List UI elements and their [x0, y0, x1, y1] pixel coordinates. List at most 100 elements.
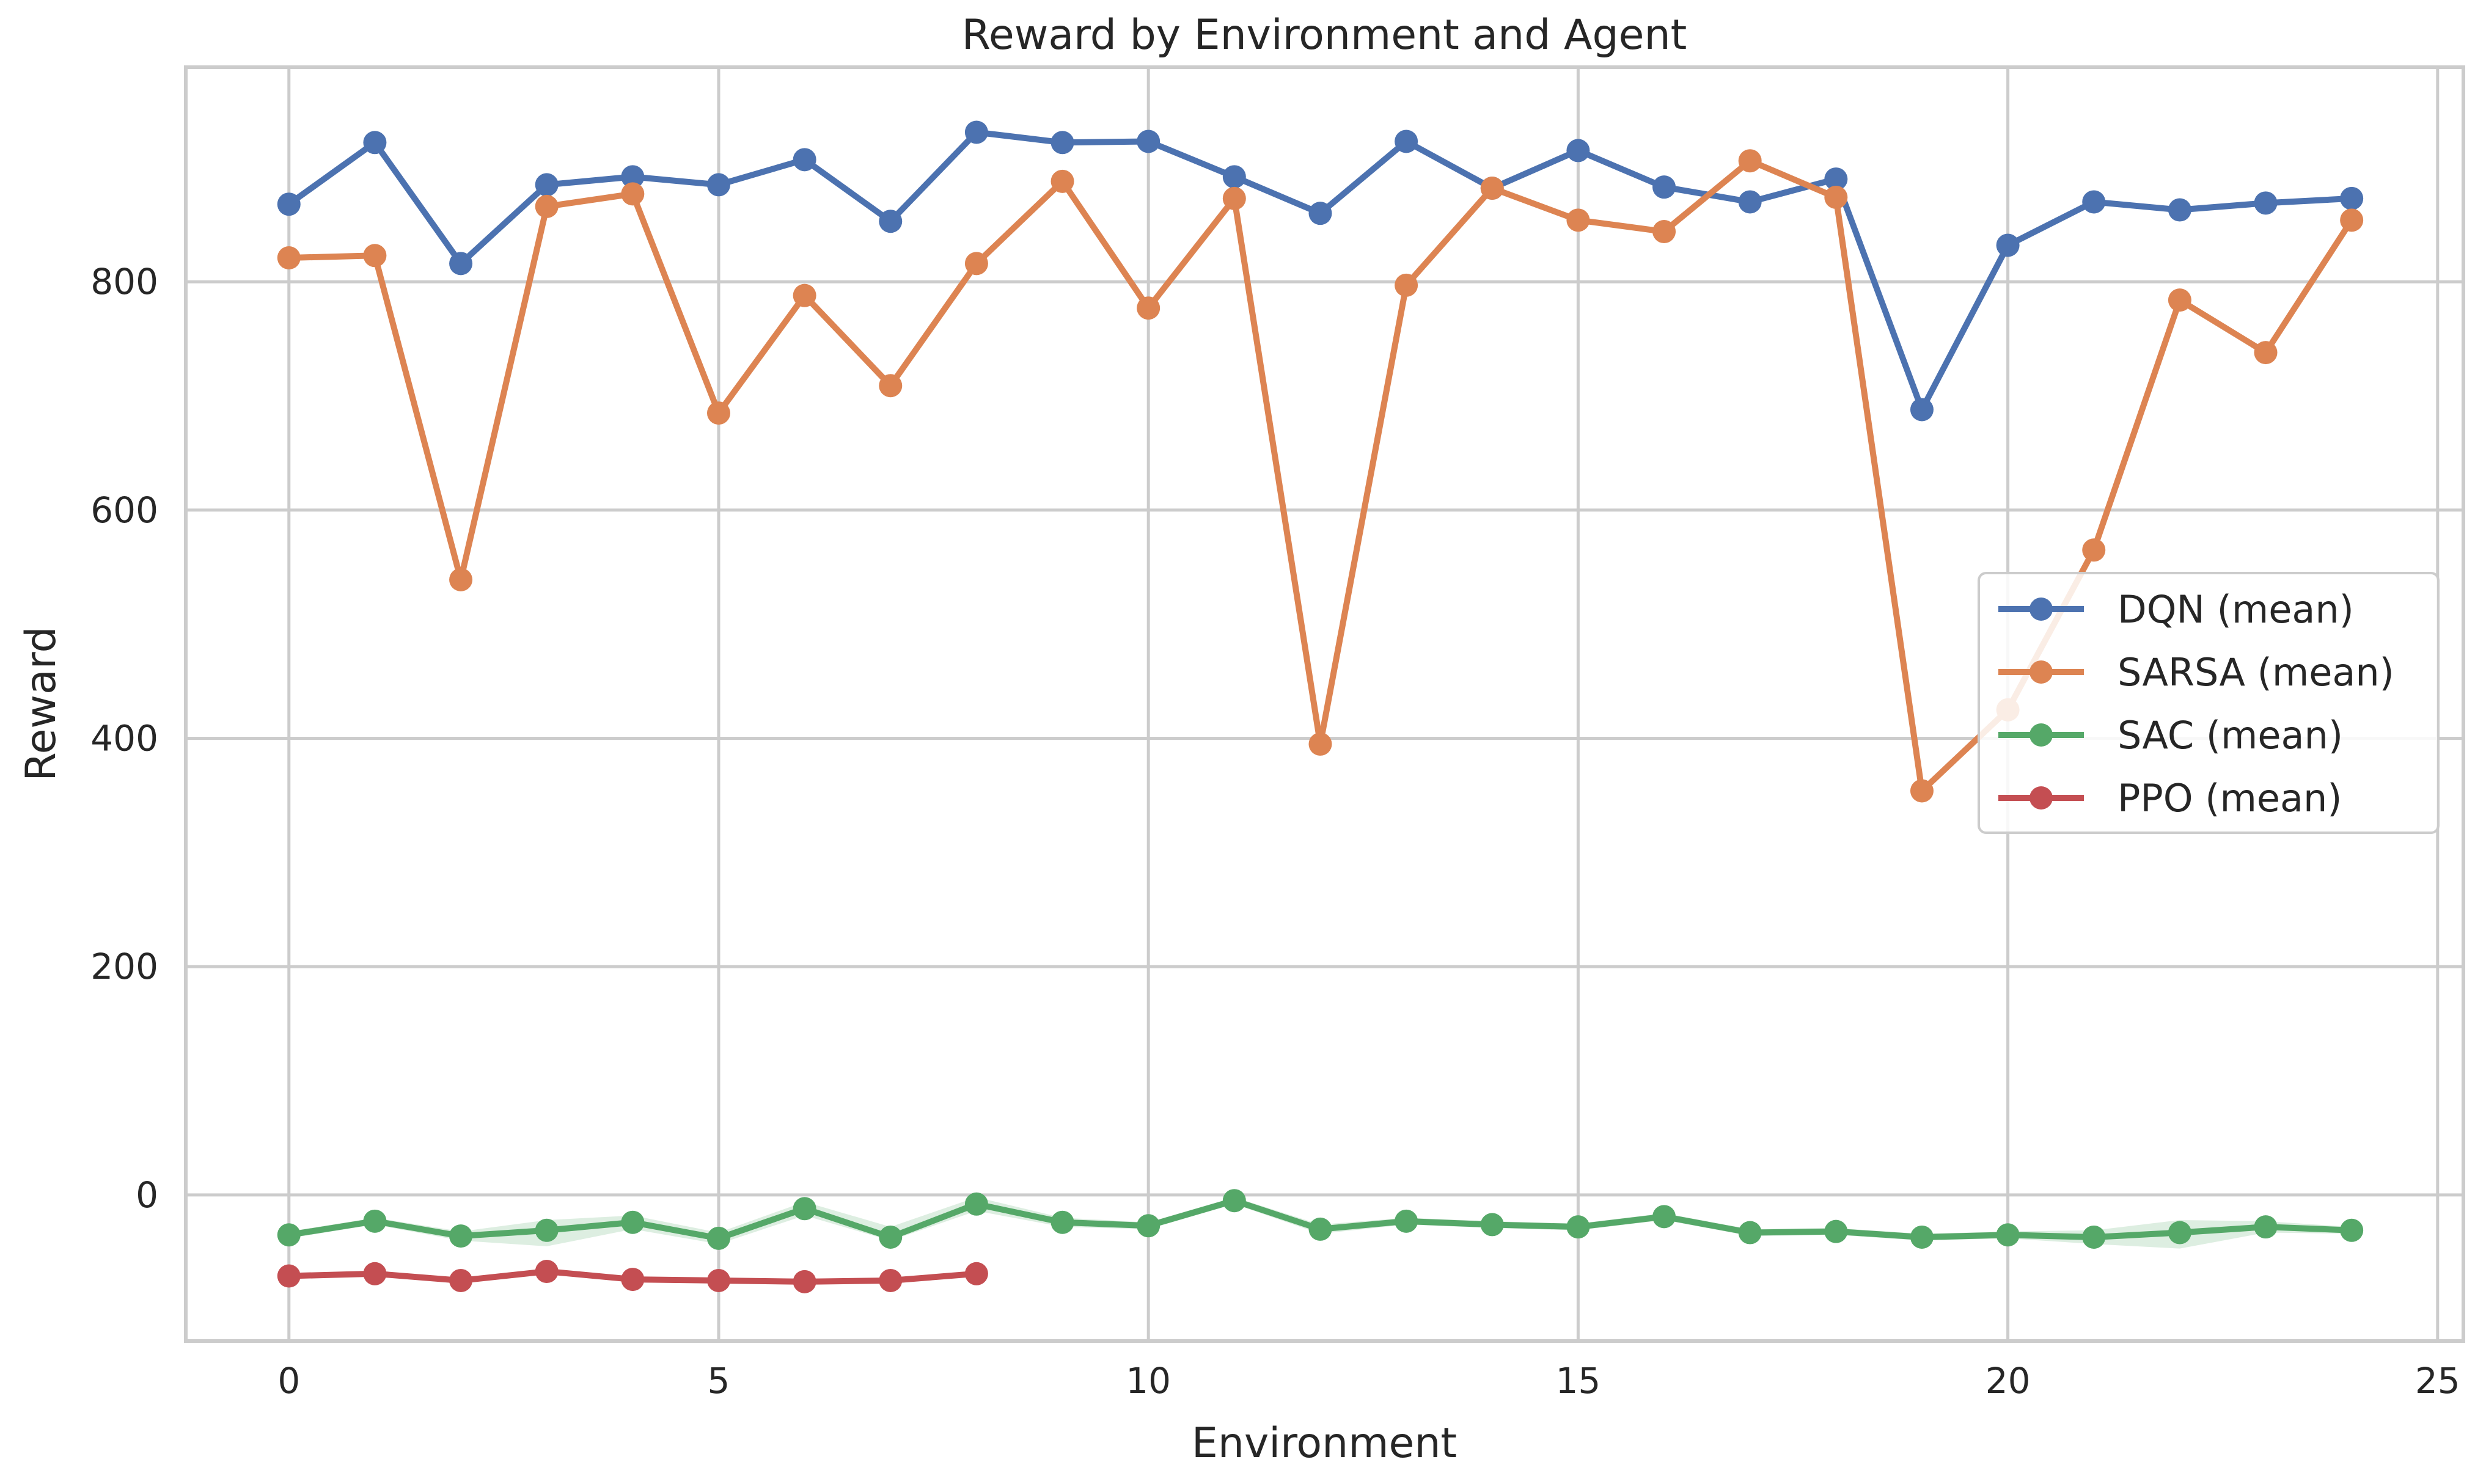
- data-point: [2254, 191, 2278, 215]
- y-tick-label: 800: [90, 261, 158, 302]
- data-point: [1137, 1214, 1160, 1238]
- x-tick-label: 0: [277, 1360, 300, 1402]
- data-point: [621, 165, 645, 189]
- legend-marker: [2030, 723, 2053, 747]
- data-point: [277, 192, 301, 216]
- legend-marker: [2030, 660, 2053, 684]
- data-point: [363, 1209, 387, 1233]
- y-tick-label: 600: [90, 489, 158, 531]
- y-tick-label: 200: [90, 946, 158, 987]
- y-tick-label: 400: [90, 718, 158, 759]
- data-point: [2168, 198, 2191, 222]
- data-point: [1222, 1189, 1246, 1213]
- data-point: [1050, 1210, 1074, 1234]
- data-point: [621, 1268, 645, 1292]
- data-point: [964, 1192, 988, 1216]
- tick-labels: 0 5 10 15 20 25 0 200 400 600 800: [90, 261, 2460, 1402]
- data-point: [535, 1260, 559, 1284]
- data-point: [793, 1270, 816, 1293]
- data-point: [706, 401, 730, 425]
- legend-item: SARSA (mean): [1998, 650, 2394, 695]
- data-point: [449, 568, 473, 591]
- data-point: [2254, 341, 2278, 365]
- data-point: [1652, 175, 1676, 199]
- data-point: [1824, 185, 1848, 209]
- x-tick-label: 5: [708, 1360, 730, 1402]
- legend-item: SAC (mean): [1998, 713, 2343, 758]
- data-point: [2082, 538, 2106, 562]
- data-point: [2082, 1225, 2106, 1249]
- data-point: [1996, 1223, 2020, 1247]
- y-axis-label: Reward: [17, 626, 65, 781]
- data-point: [363, 131, 387, 155]
- data-point: [706, 1268, 730, 1292]
- data-point: [793, 283, 816, 307]
- legend-item: DQN (mean): [1998, 587, 2354, 632]
- data-point: [2168, 1221, 2191, 1245]
- data-point: [535, 194, 559, 218]
- x-tick-label: 10: [1126, 1360, 1171, 1402]
- data-point: [1738, 190, 1762, 214]
- data-point: [449, 1268, 473, 1292]
- data-point: [793, 148, 816, 172]
- legend-label: SARSA (mean): [2118, 650, 2394, 695]
- data-point: [1308, 732, 1332, 756]
- data-point: [449, 252, 473, 276]
- data-point: [277, 246, 301, 270]
- data-point: [1566, 139, 1590, 163]
- x-tick-label: 15: [1555, 1360, 1601, 1402]
- data-point: [1738, 149, 1762, 173]
- x-tick-label: 25: [2415, 1360, 2460, 1402]
- series-2: [277, 1189, 2364, 1250]
- data-point: [1566, 208, 1590, 232]
- series-lines: [277, 120, 2364, 1293]
- data-point: [793, 1197, 816, 1221]
- data-point: [1910, 779, 1934, 803]
- data-point: [363, 244, 387, 268]
- data-point: [1996, 233, 2020, 257]
- data-point: [1824, 1219, 1848, 1243]
- legend-marker: [2030, 598, 2053, 621]
- data-point: [879, 1225, 903, 1249]
- data-point: [1050, 131, 1074, 155]
- data-point: [277, 1223, 301, 1247]
- data-point: [964, 120, 988, 144]
- legend-label: DQN (mean): [2118, 587, 2354, 632]
- data-point: [1480, 1213, 1504, 1237]
- data-point: [1222, 186, 1246, 210]
- data-point: [1137, 296, 1160, 320]
- data-point: [2340, 1218, 2364, 1242]
- data-point: [1137, 130, 1160, 153]
- series-0: [277, 120, 2364, 422]
- legend-marker: [2030, 786, 2053, 810]
- data-point: [277, 1264, 301, 1288]
- data-point: [2340, 208, 2364, 232]
- data-point: [2340, 186, 2364, 210]
- legend-item: PPO (mean): [1998, 776, 2342, 821]
- data-point: [1308, 202, 1332, 225]
- data-point: [621, 1210, 645, 1234]
- data-point: [1308, 1217, 1332, 1241]
- x-tick-label: 20: [1986, 1360, 2031, 1402]
- data-point: [964, 252, 988, 276]
- data-point: [1395, 1209, 1418, 1233]
- data-point: [706, 1226, 730, 1250]
- legend-label: SAC (mean): [2118, 713, 2343, 758]
- data-point: [535, 1218, 559, 1242]
- plot-frame: [184, 65, 2465, 1343]
- data-point: [1824, 167, 1848, 191]
- series-line: [287, 129, 2352, 413]
- data-point: [1050, 169, 1074, 193]
- data-point: [621, 182, 645, 206]
- data-point: [1395, 273, 1418, 297]
- data-point: [1652, 220, 1676, 244]
- legend-box: [1978, 572, 2440, 834]
- data-point: [879, 210, 903, 233]
- data-point: [1395, 130, 1418, 153]
- data-point: [879, 1268, 903, 1292]
- y-tick-label: 0: [136, 1174, 158, 1216]
- data-point: [1480, 177, 1504, 200]
- data-point: [1566, 1215, 1590, 1239]
- data-point: [1222, 165, 1246, 189]
